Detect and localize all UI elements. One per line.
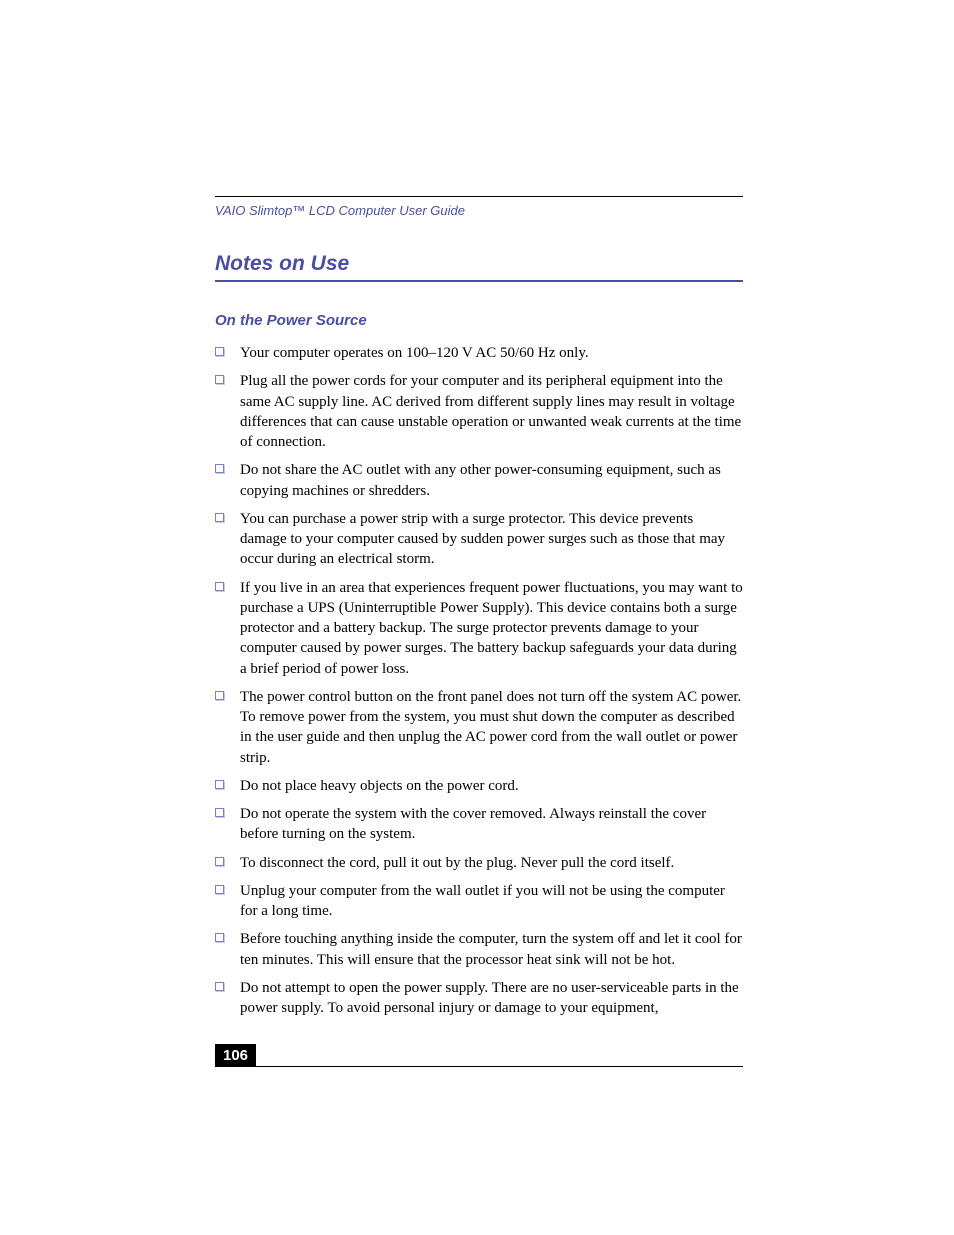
checkbox-bullet-icon [215,375,224,384]
checkbox-bullet-icon [215,857,224,866]
checkbox-bullet-icon [215,582,224,591]
list-item: Before touching anything inside the comp… [215,929,743,970]
list-item: Do not share the AC outlet with any othe… [215,460,743,501]
bullet-text: You can purchase a power strip with a su… [240,509,743,570]
bullet-text: Do not share the AC outlet with any othe… [240,460,743,501]
bullet-text: Do not attempt to open the power supply.… [240,978,743,1019]
bullet-text: Do not operate the system with the cover… [240,804,743,845]
checkbox-bullet-icon [215,347,224,356]
heading-rule [215,280,743,282]
main-heading: Notes on Use [215,252,743,276]
page-footer: 106 [215,1044,743,1067]
bullet-text: If you live in an area that experiences … [240,578,743,679]
bullet-text: Your computer operates on 100–120 V AC 5… [240,343,589,363]
checkbox-bullet-icon [215,464,224,473]
list-item: Do not attempt to open the power supply.… [215,978,743,1019]
list-item: Do not operate the system with the cover… [215,804,743,845]
bullet-list: Your computer operates on 100–120 V AC 5… [215,343,743,1018]
checkbox-bullet-icon [215,780,224,789]
list-item: You can purchase a power strip with a su… [215,509,743,570]
checkbox-bullet-icon [215,691,224,700]
footer-rule [215,1066,743,1067]
sub-heading: On the Power Source [215,312,743,329]
top-rule [215,196,743,197]
list-item: The power control button on the front pa… [215,687,743,768]
list-item: Do not place heavy objects on the power … [215,776,743,796]
list-item: Your computer operates on 100–120 V AC 5… [215,343,743,363]
bullet-text: Before touching anything inside the comp… [240,929,743,970]
bullet-text: Unplug your computer from the wall outle… [240,881,743,922]
guide-title: VAIO Slimtop™ LCD Computer User Guide [215,203,743,218]
bullet-text: Do not place heavy objects on the power … [240,776,519,796]
list-item: To disconnect the cord, pull it out by t… [215,853,743,873]
checkbox-bullet-icon [215,885,224,894]
checkbox-bullet-icon [215,933,224,942]
list-item: Plug all the power cords for your comput… [215,371,743,452]
page-content: VAIO Slimtop™ LCD Computer User Guide No… [215,196,743,1026]
bullet-text: Plug all the power cords for your comput… [240,371,743,452]
checkbox-bullet-icon [215,808,224,817]
bullet-text: The power control button on the front pa… [240,687,743,768]
bullet-text: To disconnect the cord, pull it out by t… [240,853,674,873]
list-item: Unplug your computer from the wall outle… [215,881,743,922]
list-item: If you live in an area that experiences … [215,578,743,679]
checkbox-bullet-icon [215,982,224,991]
checkbox-bullet-icon [215,513,224,522]
page-number: 106 [215,1044,256,1067]
